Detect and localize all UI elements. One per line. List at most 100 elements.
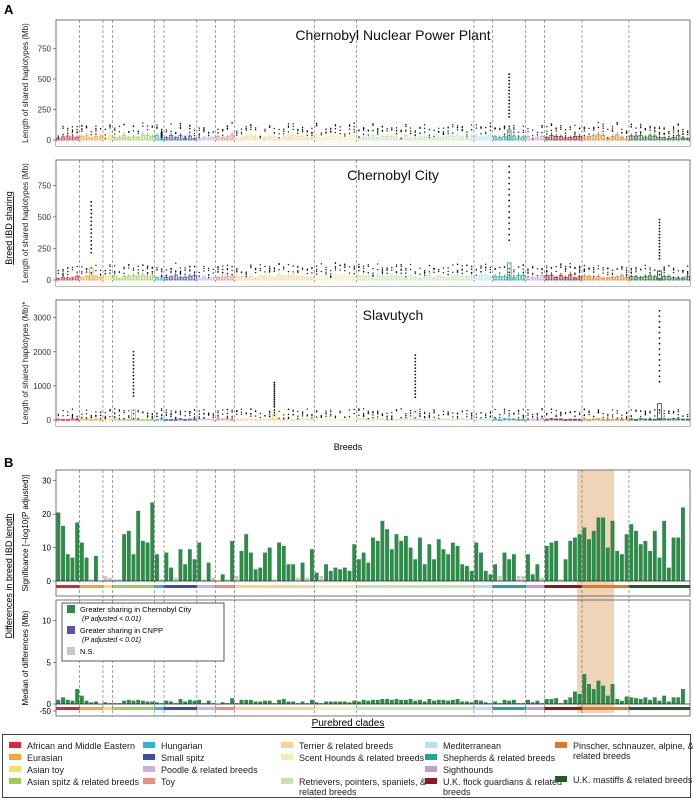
outlier-point: [268, 270, 271, 272]
outlier-point: [189, 410, 191, 413]
box: [300, 276, 305, 281]
outlier-point: [677, 270, 679, 272]
box: [511, 277, 516, 281]
outlier-point: [334, 415, 337, 417]
box: [643, 418, 648, 421]
box: [173, 136, 178, 141]
outlier-point: [597, 409, 600, 411]
significance-bar: [535, 564, 540, 581]
box: [272, 136, 277, 141]
clade-strip: [276, 707, 282, 710]
significance-bar: [248, 552, 253, 581]
outlier-point: [508, 409, 510, 412]
box: [197, 277, 202, 281]
outlier-point: [578, 271, 581, 273]
outlier-point: [419, 415, 421, 418]
outlier-point: [118, 410, 121, 412]
clade-strip: [192, 707, 198, 710]
outlier-point: [531, 272, 534, 275]
outlier-point: [146, 271, 149, 274]
outlier-point: [268, 265, 271, 268]
outlier-point: [466, 264, 468, 267]
box: [596, 418, 601, 421]
box: [464, 138, 469, 141]
outlier-point: [456, 415, 459, 418]
outlier-point: [654, 131, 656, 133]
outlier-point: [376, 410, 379, 413]
box: [272, 277, 277, 281]
outlier-point: [414, 272, 416, 275]
clade-strip: [65, 707, 71, 710]
outlier-point: [527, 418, 529, 420]
median-bar: [79, 695, 84, 704]
outlier-point: [395, 129, 398, 132]
outlier-point: [367, 417, 370, 420]
outlier-point: [90, 228, 93, 231]
outlier-point: [132, 391, 135, 394]
box: [432, 419, 437, 421]
box: [65, 419, 70, 421]
outlier-point: [362, 408, 365, 410]
outlier-point: [362, 414, 365, 417]
box: [493, 275, 498, 281]
outlier-point: [414, 367, 417, 370]
outlier-point: [607, 128, 609, 131]
legend-swatch: [143, 754, 155, 760]
outlier-point: [508, 134, 510, 136]
outlier-point: [203, 409, 205, 411]
outlier-point: [569, 126, 571, 129]
median-bar: [526, 699, 530, 704]
box: [169, 135, 174, 141]
outlier-point: [362, 415, 365, 418]
clade-strip: [351, 585, 357, 588]
outlier-point: [438, 270, 440, 273]
median-bar: [385, 699, 390, 704]
box: [544, 418, 549, 421]
outlier-point: [198, 410, 200, 412]
clade-strip: [149, 707, 155, 710]
median-bar: [117, 703, 122, 704]
outlier-point: [376, 269, 379, 271]
significance-bar: [145, 542, 150, 581]
outlier-point: [283, 414, 285, 416]
median-bar: [516, 703, 521, 704]
outlier-point: [85, 126, 88, 128]
outlier-point: [273, 400, 276, 403]
box: [399, 418, 404, 421]
y-tick-label: -50: [39, 707, 51, 716]
box: [648, 418, 653, 421]
outlier-point: [663, 128, 665, 130]
outlier-point: [71, 408, 74, 410]
outlier-point: [442, 267, 445, 269]
outlier-point: [452, 264, 454, 266]
outlier-point: [348, 272, 351, 274]
box: [380, 275, 385, 281]
box: [154, 135, 159, 141]
y-tick-label: 1000: [33, 382, 51, 391]
box: [521, 136, 526, 141]
median-bar: [183, 701, 188, 704]
outlier-point: [682, 128, 684, 131]
outlier-point: [574, 411, 576, 413]
outlier-point: [588, 411, 590, 414]
box: [394, 136, 399, 141]
significance-bar: [314, 572, 319, 581]
outlier-point: [67, 411, 69, 413]
outlier-point: [654, 269, 656, 271]
clade-strip: [422, 707, 428, 710]
outlier-point: [372, 414, 374, 416]
clade-strip: [544, 585, 550, 588]
box: [56, 138, 61, 141]
outlier-point: [57, 272, 60, 275]
row-label-b: Differences in breed IBD length: [4, 514, 14, 639]
box: [563, 419, 568, 421]
outlier-point: [508, 239, 511, 242]
box: [619, 418, 624, 421]
outlier-point: [564, 132, 567, 134]
clade-strip: [605, 585, 611, 588]
outlier-point: [226, 264, 229, 266]
box: [333, 274, 338, 281]
box: [103, 138, 108, 141]
significance-bar: [56, 512, 61, 581]
box: [441, 418, 446, 421]
